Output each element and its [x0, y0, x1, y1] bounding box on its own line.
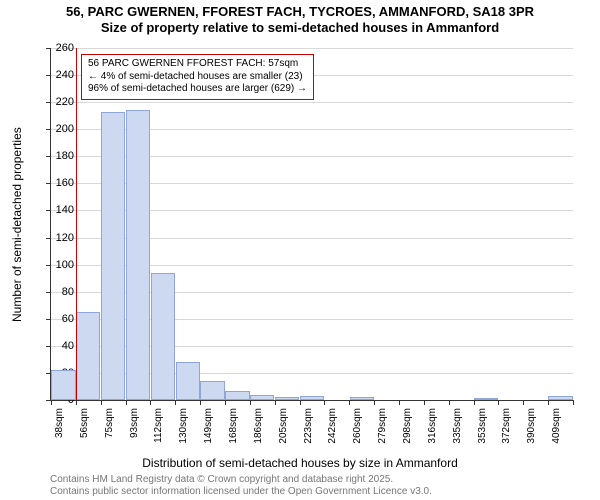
x-tick-label: 223sqm	[303, 408, 314, 458]
x-tick-mark	[498, 400, 499, 405]
grid-line	[51, 102, 573, 103]
histogram-bar	[51, 370, 75, 400]
x-tick-label: 316sqm	[427, 408, 438, 458]
annotation-box: 56 PARC GWERNEN FFOREST FACH: 57sqm ← 4%…	[81, 54, 314, 100]
x-tick-mark	[76, 400, 77, 405]
y-tick-label: 100	[44, 259, 74, 271]
y-tick-label: 160	[44, 177, 74, 189]
x-tick-mark	[175, 400, 176, 405]
x-tick-mark	[200, 400, 201, 405]
x-tick-mark	[126, 400, 127, 405]
x-tick-label: 38sqm	[54, 408, 65, 458]
x-tick-label: 409sqm	[551, 408, 562, 458]
x-tick-mark	[449, 400, 450, 405]
x-axis-label: Distribution of semi-detached houses by …	[0, 456, 600, 470]
x-tick-label: 242sqm	[327, 408, 338, 458]
histogram-bar	[474, 398, 498, 400]
x-tick-label: 260sqm	[352, 408, 363, 458]
histogram-bar	[275, 397, 299, 400]
x-tick-mark	[573, 400, 574, 405]
y-tick-label: 220	[44, 96, 74, 108]
x-tick-mark	[349, 400, 350, 405]
y-tick-label: 140	[44, 204, 74, 216]
x-tick-label: 205sqm	[278, 408, 289, 458]
attribution-line-2: Contains public sector information licen…	[50, 486, 432, 498]
x-tick-label: 168sqm	[228, 408, 239, 458]
x-tick-mark	[250, 400, 251, 405]
y-tick-label: 260	[44, 42, 74, 54]
x-tick-mark	[150, 400, 151, 405]
y-tick-label: 60	[44, 313, 74, 325]
x-tick-mark	[523, 400, 524, 405]
histogram-bar	[350, 397, 374, 400]
x-tick-mark	[324, 400, 325, 405]
x-tick-label: 75sqm	[104, 408, 115, 458]
x-tick-mark	[275, 400, 276, 405]
histogram-bar	[176, 362, 200, 400]
chart-title-sub: Size of property relative to semi-detach…	[0, 20, 600, 36]
y-axis-label: Number of semi-detached properties	[10, 127, 24, 322]
histogram-bar	[101, 112, 125, 400]
x-tick-label: 353sqm	[477, 408, 488, 458]
x-tick-label: 130sqm	[178, 408, 189, 458]
grid-line	[51, 48, 573, 49]
x-tick-label: 335sqm	[452, 408, 463, 458]
x-tick-mark	[225, 400, 226, 405]
x-tick-label: 298sqm	[402, 408, 413, 458]
plot-area: 56 PARC GWERNEN FFOREST FACH: 57sqm ← 4%…	[50, 48, 573, 401]
attribution-line-1: Contains HM Land Registry data © Crown c…	[50, 474, 432, 486]
histogram-bar	[548, 396, 572, 400]
histogram-bar	[126, 110, 150, 400]
histogram-bar	[225, 391, 249, 400]
x-tick-mark	[300, 400, 301, 405]
y-tick-label: 80	[44, 286, 74, 298]
chart-title-block: 56, PARC GWERNEN, FFOREST FACH, TYCROES,…	[0, 0, 600, 37]
histogram-bar	[200, 381, 224, 400]
x-tick-mark	[424, 400, 425, 405]
x-tick-label: 372sqm	[501, 408, 512, 458]
x-tick-mark	[548, 400, 549, 405]
y-tick-label: 120	[44, 232, 74, 244]
y-tick-label: 240	[44, 69, 74, 81]
x-tick-mark	[101, 400, 102, 405]
x-tick-mark	[374, 400, 375, 405]
histogram-bar	[250, 395, 274, 400]
y-tick-label: 200	[44, 123, 74, 135]
x-tick-label: 279sqm	[377, 408, 388, 458]
marker-line	[76, 48, 77, 400]
x-tick-mark	[399, 400, 400, 405]
y-tick-label: 40	[44, 340, 74, 352]
x-tick-label: 56sqm	[79, 408, 90, 458]
annotation-line-1: 56 PARC GWERNEN FFOREST FACH: 57sqm	[88, 58, 307, 71]
x-tick-label: 149sqm	[203, 408, 214, 458]
x-tick-label: 186sqm	[253, 408, 264, 458]
chart-title-main: 56, PARC GWERNEN, FFOREST FACH, TYCROES,…	[0, 4, 600, 20]
y-tick-label: 180	[44, 150, 74, 162]
attribution-block: Contains HM Land Registry data © Crown c…	[50, 474, 432, 498]
x-tick-mark	[474, 400, 475, 405]
x-tick-label: 93sqm	[129, 408, 140, 458]
x-tick-label: 390sqm	[526, 408, 537, 458]
x-tick-label: 112sqm	[153, 408, 164, 458]
histogram-bar	[151, 273, 175, 400]
annotation-line-3: 96% of semi-detached houses are larger (…	[88, 83, 307, 96]
histogram-bar	[300, 396, 324, 400]
histogram-bar	[76, 312, 100, 400]
annotation-line-2: ← 4% of semi-detached houses are smaller…	[88, 71, 307, 84]
